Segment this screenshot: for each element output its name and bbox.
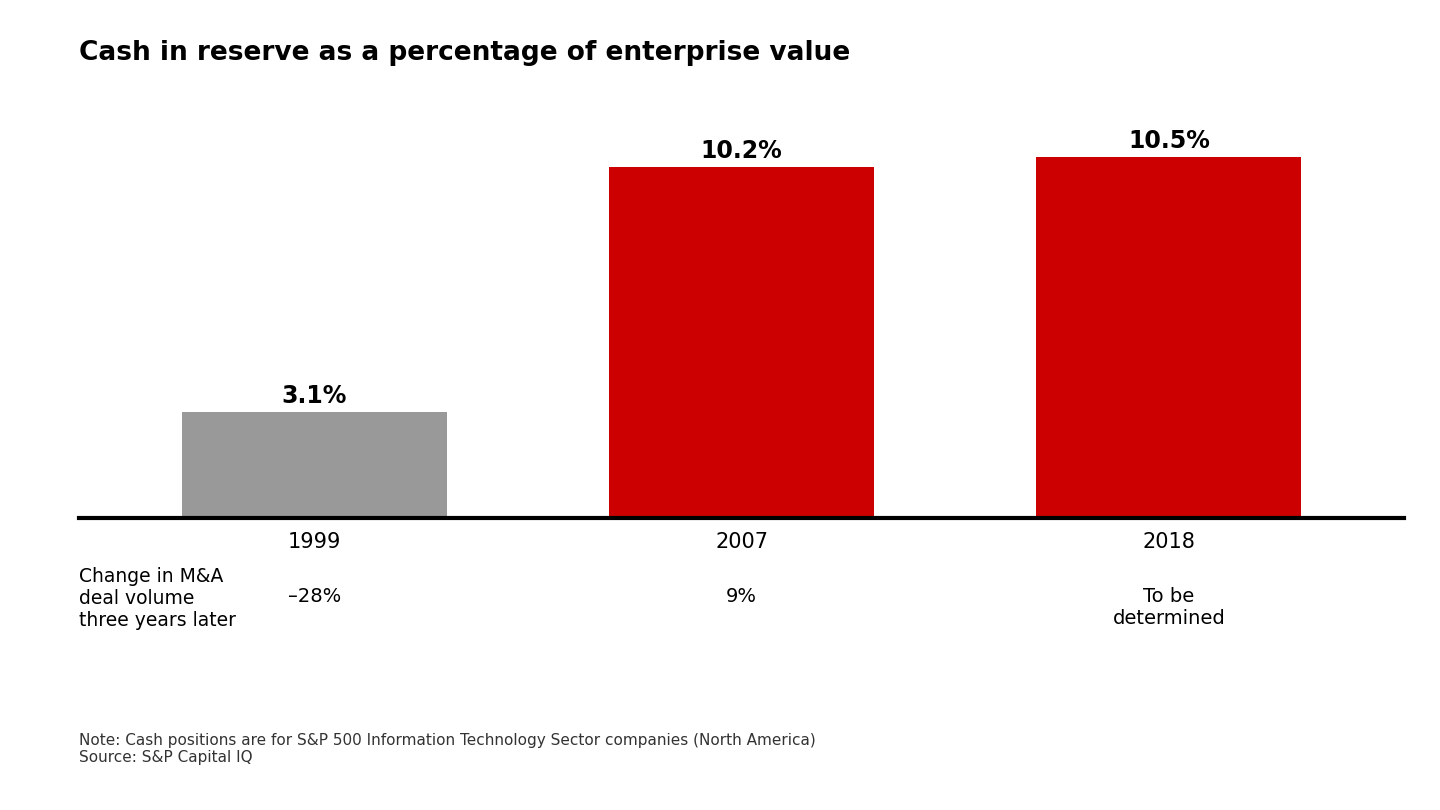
Text: To be
determined: To be determined — [1113, 587, 1225, 629]
Text: Change in M&A
deal volume
three years later: Change in M&A deal volume three years la… — [79, 567, 236, 630]
Text: 10.5%: 10.5% — [1128, 129, 1210, 153]
Bar — [609, 168, 874, 518]
Bar — [181, 411, 446, 518]
Bar — [1037, 157, 1302, 518]
Text: 3.1%: 3.1% — [282, 384, 347, 407]
Text: Cash in reserve as a percentage of enterprise value: Cash in reserve as a percentage of enter… — [79, 40, 851, 66]
Text: 9%: 9% — [726, 587, 757, 606]
Text: Note: Cash positions are for S&P 500 Information Technology Sector companies (No: Note: Cash positions are for S&P 500 Inf… — [79, 733, 816, 765]
Text: –28%: –28% — [288, 587, 341, 606]
Text: 10.2%: 10.2% — [701, 139, 782, 163]
